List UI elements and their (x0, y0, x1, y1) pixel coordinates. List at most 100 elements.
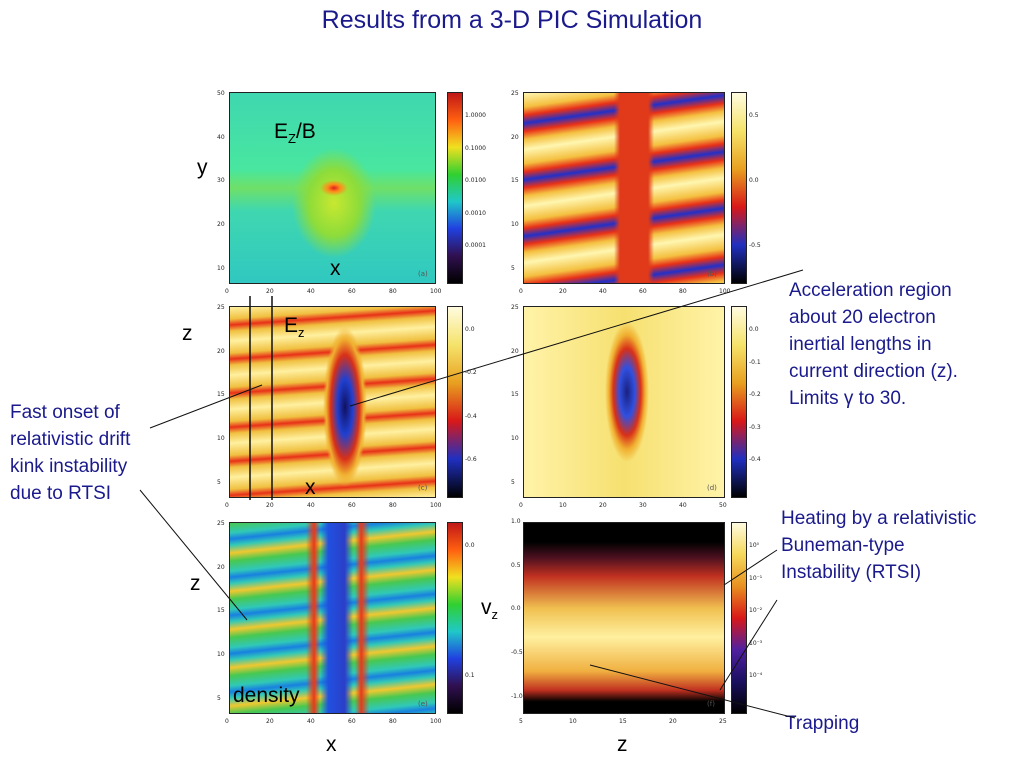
tick-left-f: 1.0 (511, 518, 521, 525)
note-heating: Heating by a relativistic Buneman-type I… (781, 508, 977, 583)
tick-bottom-a: 80 (389, 288, 397, 295)
panel-tag-b: (b) (707, 270, 717, 278)
tick-bottom-b: 20 (559, 288, 567, 295)
colorbar-a (447, 92, 463, 284)
label-z-axis-c: z (182, 322, 193, 345)
panel-tag-c: (c) (418, 484, 428, 492)
label-ez: Ez (284, 314, 305, 341)
colorbar-tick-d: -0.3 (749, 423, 761, 431)
colorbar-tick-d: -0.4 (749, 456, 761, 463)
colorbar-tick-b: 0.5 (749, 112, 759, 119)
tick-left-d: 25 (511, 304, 519, 311)
tick-bottom-a: 100 (430, 288, 442, 295)
colorbar-tick-f: 10⁻⁴ (749, 672, 763, 679)
colorbar-tick-f: 10⁻² (749, 607, 763, 614)
panel-tag-d: (d) (707, 484, 717, 492)
panel-tag-a: (a) (418, 270, 428, 278)
tick-left-b: 10 (511, 221, 519, 229)
colorbar-tick-a: 1.0000 (465, 112, 486, 119)
label-y-axis: y (197, 156, 208, 179)
colorbar-c (447, 306, 463, 498)
tick-left-f: -1.0 (511, 692, 523, 700)
tick-bottom-e: 40 (307, 718, 315, 725)
colorbar-tick-c: -0.4 (465, 412, 477, 420)
tick-bottom-f: 20 (669, 718, 677, 725)
tick-bottom-d: 30 (639, 502, 647, 509)
colorbar-tick-d: 0.0 (749, 326, 759, 333)
tick-bottom-c: 60 (348, 502, 356, 509)
tick-left-d: 5 (511, 478, 515, 486)
colorbar-tick-c: -0.6 (465, 456, 477, 463)
tick-bottom-e: 20 (266, 718, 274, 725)
label-z-axis-f: z (617, 733, 628, 756)
tick-bottom-d: 50 (719, 502, 727, 509)
tick-bottom-b: 0 (519, 288, 523, 295)
tick-left-a: 30 (217, 177, 225, 185)
tick-left-a: 20 (217, 221, 225, 229)
tick-left-c: 20 (217, 347, 225, 355)
tick-left-b: 20 (511, 133, 519, 141)
tick-bottom-d: 10 (559, 502, 567, 509)
colorbar-tick-d: -0.2 (749, 391, 761, 398)
note-trapping: Trapping (785, 713, 860, 734)
tick-bottom-b: 60 (639, 288, 647, 295)
tick-bottom-e: 100 (430, 718, 442, 725)
tick-bottom-a: 60 (348, 288, 356, 295)
colorbar-tick-a: 0.0001 (465, 242, 486, 249)
tick-left-a: 40 (217, 133, 225, 141)
tick-left-a: 10 (217, 264, 225, 272)
colorbar-tick-e: 0.1 (465, 672, 475, 679)
colorbar-tick-f: 10⁻³ (749, 639, 763, 647)
tick-bottom-f: 15 (619, 718, 627, 725)
colorbar-tick-a: 0.0010 (465, 209, 486, 217)
tick-bottom-c: 80 (389, 502, 397, 509)
colorbar-tick-a: 0.1000 (465, 144, 486, 152)
label-x-axis-c: x (305, 476, 316, 499)
tick-left-e: 5 (217, 694, 221, 702)
tick-left-f: -0.5 (511, 649, 523, 657)
tick-left-a: 50 (217, 90, 225, 97)
colorbar-tick-b: -0.5 (749, 242, 761, 249)
tick-left-e: 15 (217, 607, 225, 615)
tick-bottom-b: 40 (599, 288, 607, 295)
tick-left-c: 25 (217, 304, 225, 311)
tick-bottom-b: 100 (719, 288, 731, 295)
tick-left-c: 10 (217, 435, 225, 443)
tick-left-e: 25 (217, 520, 225, 527)
tick-bottom-e: 60 (348, 718, 356, 725)
tick-bottom-f: 5 (519, 718, 523, 725)
colorbar-tick-c: -0.2 (465, 369, 477, 377)
panel-e-density (229, 522, 436, 714)
tick-left-b: 15 (511, 177, 519, 185)
tick-left-e: 10 (217, 651, 225, 659)
tick-left-b: 5 (511, 264, 515, 272)
tick-bottom-a: 20 (266, 288, 274, 295)
colorbar-tick-d: -0.1 (749, 358, 761, 366)
panel-b (523, 92, 725, 284)
colorbar-b (731, 92, 747, 284)
tick-left-d: 15 (511, 391, 519, 399)
panel-tag-f: (f) (707, 700, 715, 708)
colorbar-tick-b: 0.0 (749, 177, 759, 184)
tick-bottom-d: 0 (519, 502, 523, 509)
colorbar-f (731, 522, 747, 714)
tick-bottom-d: 40 (679, 502, 687, 509)
panel-tag-e: (e) (418, 700, 428, 708)
note-acceleration-region: Acceleration region about 20 electron in… (789, 280, 958, 409)
tick-left-f: 0.0 (511, 605, 521, 613)
tick-bottom-c: 20 (266, 502, 274, 509)
label-vz: vz (481, 596, 498, 623)
colorbar-e (447, 522, 463, 714)
tick-left-d: 10 (511, 435, 519, 443)
tick-bottom-f: 10 (569, 718, 577, 725)
slide-title: Results from a 3-D PIC Simulation (321, 6, 703, 34)
panel-c-ez (229, 306, 436, 498)
tick-bottom-c: 40 (307, 502, 315, 509)
colorbar-tick-c: 0.0 (465, 326, 475, 333)
label-z-axis-e: z (190, 572, 201, 595)
tick-bottom-e: 0 (225, 718, 229, 725)
label-x-axis-e: x (326, 733, 337, 756)
tick-left-c: 5 (217, 478, 221, 486)
colorbar-tick-f: 10⁻¹ (749, 574, 763, 582)
tick-bottom-a: 0 (225, 288, 229, 295)
